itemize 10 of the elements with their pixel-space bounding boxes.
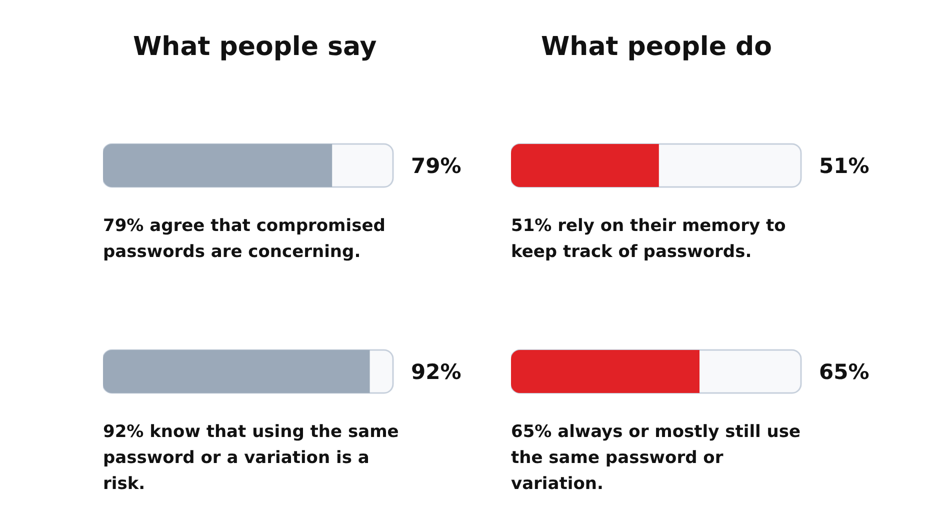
category-label: 51% rely on their memory to keep track of passwords. (511, 216, 786, 262)
category-label: 92% know that using the same password or a variation is a risk. (103, 422, 399, 494)
data-label: 65% (819, 360, 870, 384)
chart-title: What people say (133, 32, 377, 62)
chart-title: What people do (541, 32, 772, 62)
category-label: 79% agree that compromised passwords are concerning. (103, 216, 386, 262)
data-label: 51% (819, 154, 870, 178)
category-label: 65% always or mostly still use the same password or variation. (511, 422, 801, 494)
data-label: 79% (411, 154, 462, 178)
data-label: 92% (411, 360, 462, 384)
